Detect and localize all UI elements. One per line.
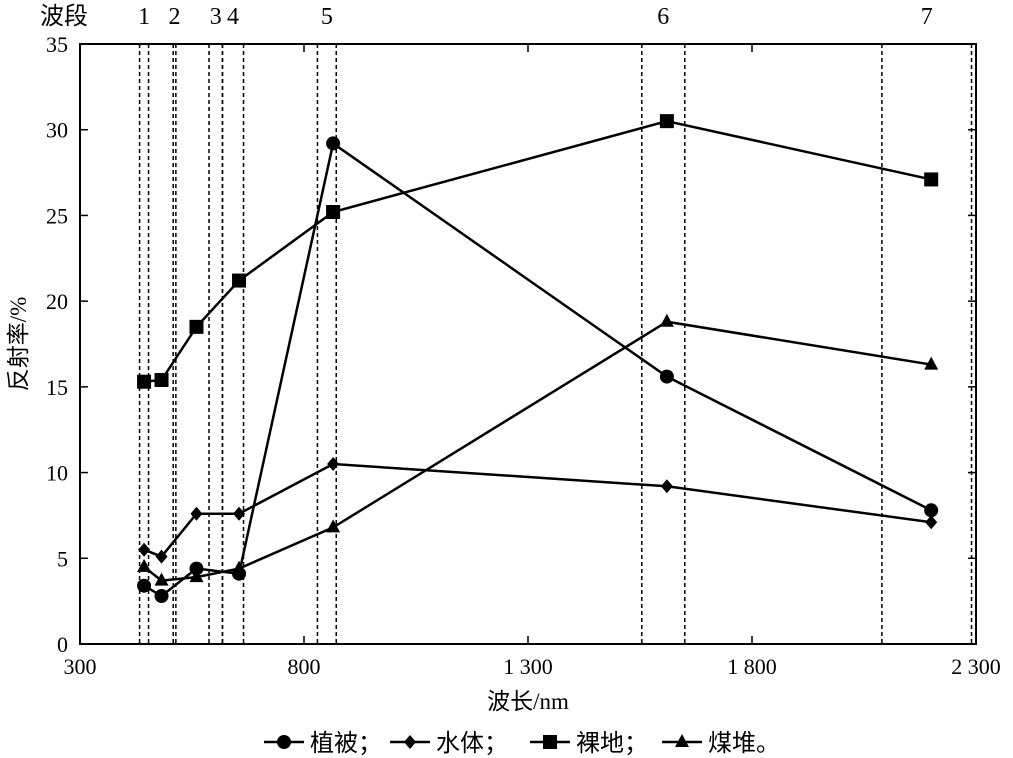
series-square: [137, 114, 939, 389]
legend-label: 水体；: [436, 730, 508, 757]
y-tick-label: 35: [46, 32, 68, 57]
band-5-label: 5: [321, 4, 333, 30]
series-diamond: [138, 457, 938, 564]
x-tick-label: 2 300: [951, 654, 1001, 679]
band-2-label: 2: [169, 4, 181, 30]
band-3-label: 3: [210, 4, 222, 30]
legend-label: 裸地；: [576, 730, 648, 757]
data-point-triangle: [189, 569, 204, 583]
data-point-diamond: [138, 542, 151, 557]
band-1-label: 1: [138, 4, 150, 30]
y-tick-label: 30: [46, 118, 68, 143]
band-4-label: 4: [227, 4, 239, 30]
data-point-diamond: [155, 549, 168, 564]
legend-label: 煤堆。: [708, 730, 780, 757]
data-point-diamond: [327, 457, 340, 471]
series-circle: [137, 136, 939, 603]
x-tick-label: 800: [288, 654, 321, 679]
data-point-triangle: [137, 558, 152, 572]
series-line-diamond: [143, 462, 932, 559]
legend-marker-circle: [277, 735, 291, 749]
data-point-circle: [154, 589, 169, 603]
plot-frame: [79, 43, 977, 645]
data-point-circle: [326, 136, 341, 151]
x-tick-label: 300: [64, 654, 97, 679]
data-point-circle: [137, 578, 152, 593]
series-line-square: [143, 119, 932, 383]
band-title: 波段: [40, 3, 88, 30]
data-point-circle: [924, 503, 939, 518]
y-tick-label: 25: [46, 203, 68, 228]
x-axis-label: 波长/nm: [487, 689, 569, 714]
data-point-square: [232, 273, 247, 288]
legend: 植被； 水体； 裸地； 煤堆。: [264, 730, 780, 757]
y-tick-label: 5: [57, 546, 68, 571]
data-point-square: [659, 114, 674, 129]
x-tick-label: 1 300: [503, 654, 553, 679]
data-point-diamond: [660, 479, 673, 494]
y-tick-label: 0: [57, 632, 68, 657]
y-tick-label: 15: [46, 375, 68, 400]
data-point-square: [154, 373, 169, 387]
data-point-triangle: [154, 572, 169, 586]
data-point-triangle: [232, 560, 247, 574]
data-point-square: [924, 172, 939, 187]
legend-marker-diamond: [404, 735, 416, 749]
series-line-circle: [143, 141, 932, 598]
data-point-diamond: [233, 506, 246, 521]
data-point-triangle: [659, 313, 674, 327]
x-tick-label: 1 800: [727, 654, 777, 679]
data-point-triangle: [924, 356, 939, 370]
y-tick-label: 10: [46, 461, 68, 486]
legend-label: 植被；: [310, 730, 382, 757]
y-axis-label: 反射率/%: [6, 297, 31, 392]
data-point-circle: [659, 369, 674, 384]
data-point-square: [137, 374, 152, 389]
series-triangle: [137, 313, 939, 586]
data-point-diamond: [925, 515, 938, 530]
legend-marker-triangle: [675, 734, 689, 747]
y-tick-label: 20: [46, 289, 68, 314]
band-6-label: 6: [657, 4, 669, 30]
data-point-square: [326, 205, 341, 219]
band-7-label: 7: [921, 4, 933, 30]
legend-marker-square: [543, 735, 557, 749]
data-point-square: [189, 319, 204, 334]
data-point-diamond: [190, 506, 203, 521]
data-point-triangle: [326, 519, 341, 533]
data-point-circle: [189, 561, 204, 576]
